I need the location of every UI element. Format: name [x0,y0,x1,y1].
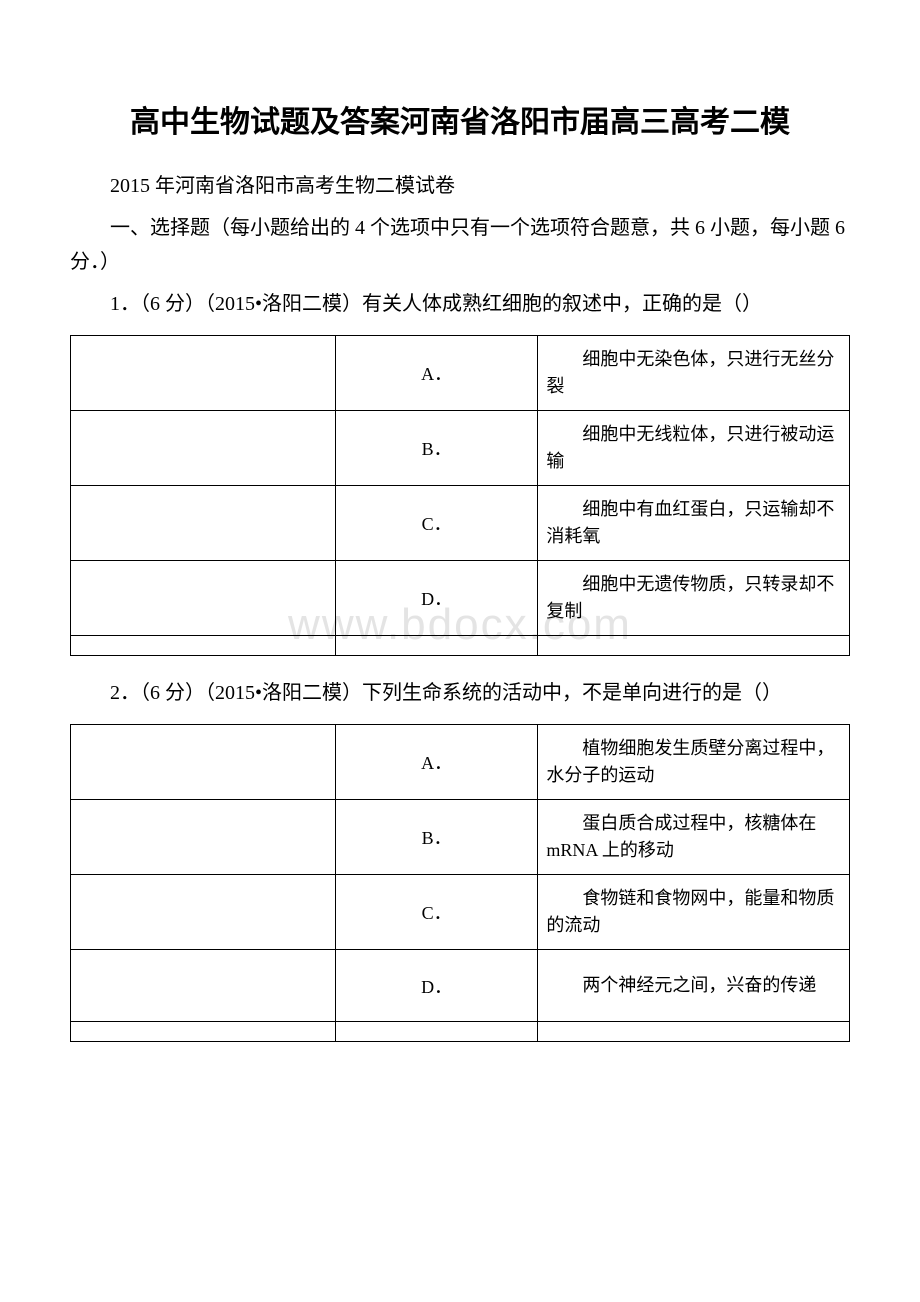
table-row: B． 蛋白质合成过程中，核糖体在 mRNA 上的移动 [71,800,850,875]
table-cell-empty [71,336,336,411]
table-row-empty [71,1022,850,1042]
section-header: 一、选择题（每小题给出的 4 个选项中只有一个选项符合题意，共 6 小题，每小题… [70,211,850,279]
question-1-options-table: A． 细胞中无染色体，只进行无丝分裂 B． 细胞中无线粒体，只进行被动运输 C．… [70,335,850,656]
subtitle-text: 2015 年河南省洛阳市高考生物二模试卷 [70,169,850,203]
option-label: C． [335,875,538,950]
table-cell-empty [538,636,850,656]
option-text: 两个神经元之间，兴奋的传递 [538,950,850,1022]
table-cell-empty [71,950,336,1022]
option-label: D． [335,950,538,1022]
question-1-prompt: 1．（6 分）（2015•洛阳二模）有关人体成熟红细胞的叙述中，正确的是（） [70,287,850,321]
table-row: B． 细胞中无线粒体，只进行被动运输 [71,411,850,486]
table-row: C． 食物链和食物网中，能量和物质的流动 [71,875,850,950]
option-text: 植物细胞发生质壁分离过程中，水分子的运动 [538,725,850,800]
question-2-options-table: A． 植物细胞发生质壁分离过程中，水分子的运动 B． 蛋白质合成过程中，核糖体在… [70,724,850,1042]
table-cell-empty [71,636,336,656]
table-cell-empty [71,486,336,561]
table-cell-empty [71,411,336,486]
table-cell-empty [71,1022,336,1042]
table-cell-empty [71,725,336,800]
option-text: 细胞中有血红蛋白，只运输却不消耗氧 [538,486,850,561]
option-text: 蛋白质合成过程中，核糖体在 mRNA 上的移动 [538,800,850,875]
page-title: 高中生物试题及答案河南省洛阳市届高三高考二模 [70,100,850,145]
table-row-empty [71,636,850,656]
table-row: D． 细胞中无遗传物质，只转录却不复制 [71,561,850,636]
option-label: D． [335,561,538,636]
table-cell-empty [335,636,538,656]
option-label: A． [335,725,538,800]
table-row: A． 植物细胞发生质壁分离过程中，水分子的运动 [71,725,850,800]
table-cell-empty [538,1022,850,1042]
option-label: C． [335,486,538,561]
option-text: 细胞中无遗传物质，只转录却不复制 [538,561,850,636]
option-label: A． [335,336,538,411]
option-text: 细胞中无染色体，只进行无丝分裂 [538,336,850,411]
table-row: C． 细胞中有血红蛋白，只运输却不消耗氧 [71,486,850,561]
table-row: D． 两个神经元之间，兴奋的传递 [71,950,850,1022]
table-cell-empty [71,800,336,875]
question-2-prompt: 2．（6 分）（2015•洛阳二模）下列生命系统的活动中，不是单向进行的是（） [70,676,850,710]
option-text: 食物链和食物网中，能量和物质的流动 [538,875,850,950]
table-row: A． 细胞中无染色体，只进行无丝分裂 [71,336,850,411]
table-cell-empty [71,875,336,950]
option-label: B． [335,411,538,486]
option-label: B． [335,800,538,875]
table-cell-empty [71,561,336,636]
option-text: 细胞中无线粒体，只进行被动运输 [538,411,850,486]
table-cell-empty [335,1022,538,1042]
document-content: 高中生物试题及答案河南省洛阳市届高三高考二模 2015 年河南省洛阳市高考生物二… [70,100,850,1042]
